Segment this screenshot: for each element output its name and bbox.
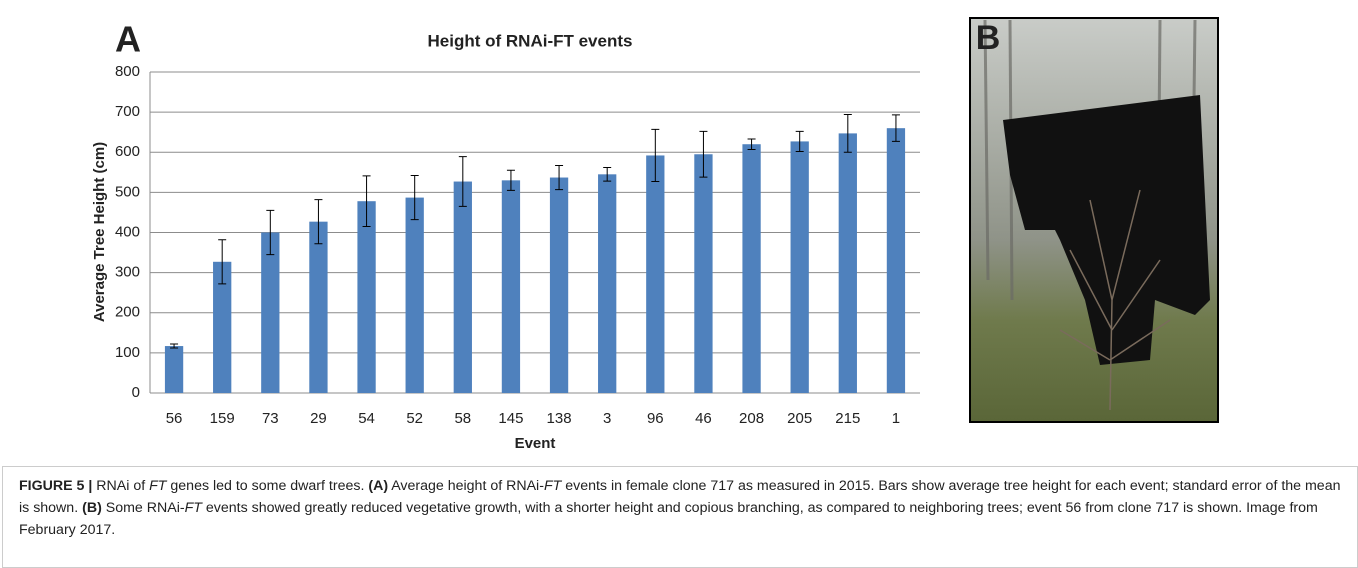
error-bar	[699, 130, 708, 178]
x-tick-label: 159	[210, 410, 235, 427]
bar	[549, 177, 569, 393]
error-bar	[362, 175, 371, 227]
bar	[213, 261, 232, 393]
y-tick-label: 200	[115, 304, 140, 321]
error-bar	[651, 128, 660, 183]
bar	[742, 144, 761, 393]
y-tick-label: 0	[132, 384, 140, 401]
error-bar	[314, 199, 323, 245]
caption-panel: (B)	[82, 500, 102, 516]
y-tick-label: 100	[115, 344, 140, 361]
x-tick-label: 205	[787, 410, 812, 427]
caption-panel: (A)	[368, 478, 389, 494]
caption-text: genes led to some dwarf trees.	[166, 478, 369, 494]
panel-label: B	[976, 19, 1001, 57]
error-bar	[458, 156, 467, 207]
y-tick-label: 700	[115, 103, 140, 120]
x-tick-label: 138	[547, 410, 572, 427]
y-tick-label: 800	[115, 63, 140, 80]
y-axis-label: Average Tree Height (cm)	[91, 142, 108, 322]
chart-title: Height of RNAi-FT events	[428, 31, 633, 50]
x-tick-label: 54	[358, 410, 375, 427]
caption-text: events showed greatly reduced vegetative…	[19, 500, 1318, 538]
error-bar	[506, 169, 515, 191]
error-bar	[555, 164, 564, 191]
caption-text: Average height of RNAi-	[388, 478, 544, 494]
bar	[164, 346, 184, 393]
bar	[694, 154, 713, 393]
error-bar	[410, 175, 419, 221]
bar	[453, 181, 472, 393]
caption-text: Some RNAi-	[101, 500, 185, 516]
x-tick-label: 215	[835, 410, 860, 427]
y-tick-label: 400	[115, 223, 140, 240]
caption-gene: FT	[543, 478, 562, 494]
caption-text: events in female clone 717 as measured i…	[19, 478, 1341, 516]
error-bar	[891, 114, 900, 142]
bar	[405, 197, 424, 393]
bar	[261, 232, 280, 393]
x-tick-label: 1	[892, 410, 900, 427]
error-bar	[266, 209, 275, 256]
bar	[886, 128, 906, 394]
y-tick-label: 600	[115, 143, 140, 160]
bar	[838, 133, 857, 394]
x-tick-label: 96	[647, 410, 664, 427]
error-bar	[170, 343, 179, 349]
caption-gene: FT	[149, 478, 167, 494]
x-tick-label: 29	[310, 410, 327, 427]
error-bar	[747, 138, 756, 150]
x-tick-label: 58	[454, 410, 471, 427]
error-bar	[218, 239, 227, 285]
x-tick-label: 3	[603, 410, 611, 427]
bar	[790, 141, 809, 393]
y-tick-label: 300	[115, 264, 140, 281]
caption-gene: FT	[184, 500, 202, 516]
bar	[646, 155, 665, 393]
x-tick-label: 73	[262, 410, 279, 427]
x-tick-label: 145	[498, 410, 523, 427]
x-tick-label: 208	[739, 410, 764, 427]
x-tick-label: 46	[695, 410, 712, 427]
bar	[357, 201, 376, 393]
error-bar	[795, 130, 804, 152]
x-tick-label: 52	[406, 410, 423, 427]
y-tick-label: 500	[115, 183, 140, 200]
bar	[501, 180, 521, 393]
caption: FIGURE 5 | RNAi of FT genes led to some …	[2, 466, 1358, 568]
bar	[309, 221, 328, 393]
x-tick-label: 56	[166, 410, 183, 427]
caption-text: RNAi of	[92, 478, 150, 494]
error-bar	[843, 114, 852, 153]
caption-label: FIGURE 5 |	[19, 478, 93, 494]
figure: A Height of RNAi-FT events Event Average…	[91, 17, 1219, 452]
bar	[598, 174, 617, 393]
x-axis-label: Event	[515, 435, 556, 452]
error-bar	[603, 166, 612, 182]
photo	[969, 17, 1219, 423]
panel-label: A	[115, 19, 141, 60]
